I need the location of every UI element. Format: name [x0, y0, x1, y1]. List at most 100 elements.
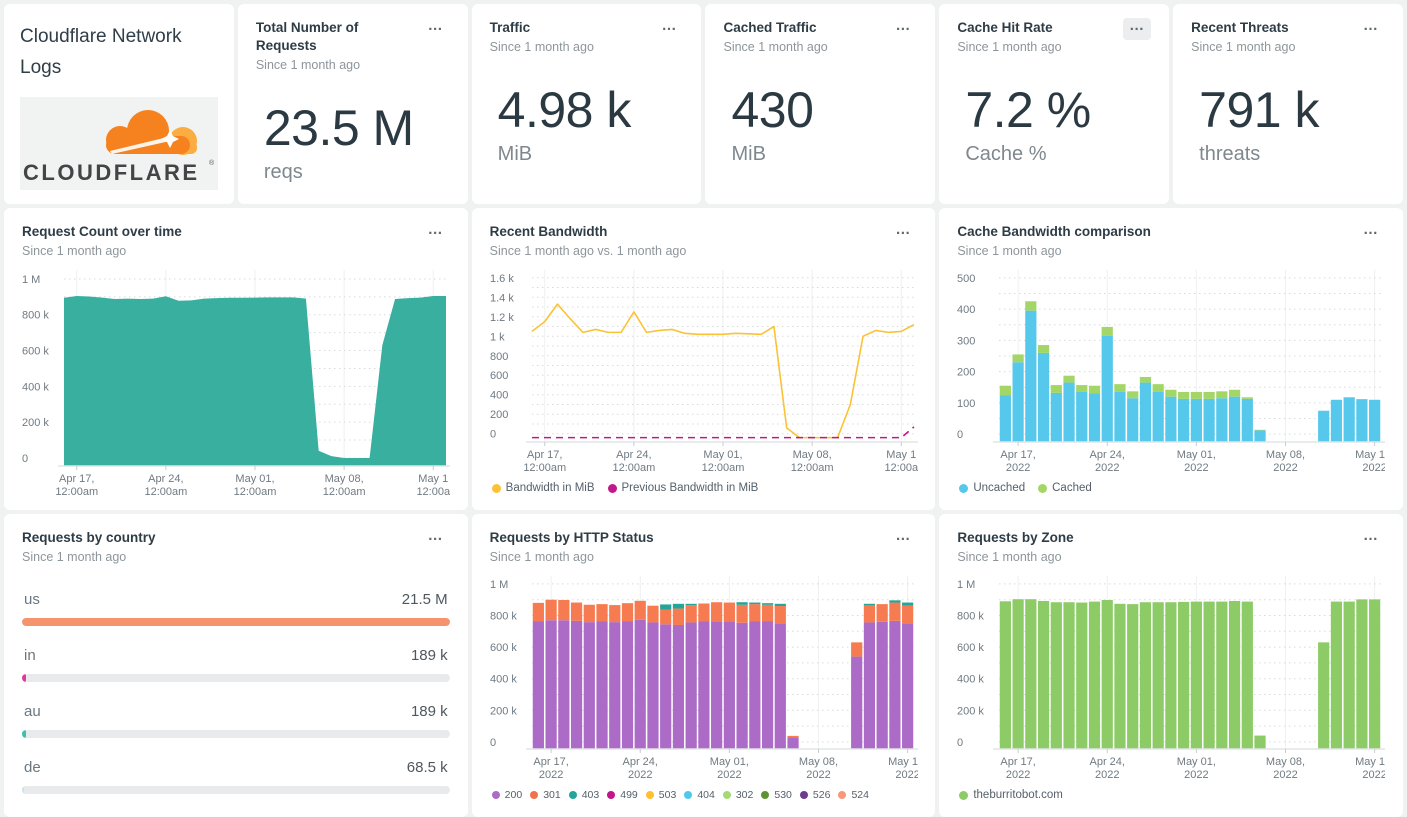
bar-segment-Cached [1203, 392, 1216, 400]
bar-segment-Cached [1242, 397, 1254, 400]
line-series-Bandwidth in MiB [531, 303, 915, 439]
bar-segment-301 [659, 610, 671, 625]
svg-text:12:00a: 12:00a [884, 462, 918, 474]
bar-segment-200 [761, 621, 773, 750]
bar-segment-theburritobot.com [1101, 600, 1114, 750]
country-bar-fill [22, 618, 450, 627]
bar-segment-theburritobot.com [1254, 735, 1266, 750]
panel-menu-button[interactable]: … [661, 17, 678, 34]
legend-item-530[interactable]: 530 [761, 789, 792, 801]
svg-text:0: 0 [490, 737, 496, 749]
panel-title: Requests by HTTP Status [489, 530, 654, 545]
bar-segment-301 [710, 602, 722, 622]
bar-segment-theburritobot.com [1051, 602, 1063, 750]
legend-item-301[interactable]: 301 [530, 789, 561, 801]
legend-item-503[interactable]: 503 [645, 789, 676, 801]
svg-text:Apr 24,: Apr 24, [616, 449, 651, 461]
bar-segment-301 [621, 603, 633, 622]
legend-dot [959, 483, 969, 493]
stat-value: 791 k [1199, 82, 1319, 139]
bar-segment-Uncached [1356, 399, 1368, 443]
legend-item-200[interactable]: 200 [491, 789, 522, 801]
legend-item-Uncached[interactable]: Uncached [959, 482, 1025, 494]
bar-segment-Cached [1191, 392, 1203, 400]
bar-segment-200 [583, 622, 595, 750]
bar-segment-Uncached [1140, 382, 1152, 443]
legend-item-403[interactable]: 403 [568, 789, 600, 801]
panel-menu-button[interactable]: … [895, 527, 912, 544]
bar-segment-theburritobot.com [1063, 602, 1075, 750]
panel-menu-button[interactable]: … [895, 221, 912, 238]
legend-dot [722, 791, 731, 799]
charts-row-2: Requests by country Since 1 month ago … … [4, 514, 1403, 817]
bar-segment-theburritobot.com [1076, 602, 1088, 750]
svg-text:400: 400 [490, 390, 508, 402]
legend-item-Cached[interactable]: Cached [1038, 482, 1092, 494]
svg-text:12:00am: 12:00am [701, 462, 744, 474]
svg-text:Apr 24,: Apr 24, [1090, 756, 1125, 768]
panel-subtitle: Since 1 month ago [957, 40, 1062, 55]
cache-bandwidth-legend: Uncached Cached [957, 476, 1385, 500]
panel-menu-button[interactable]: … [1362, 17, 1379, 34]
panel-menu-button[interactable]: … [1362, 527, 1379, 544]
bar-segment-theburritobot.com [1165, 602, 1177, 750]
svg-text:2022: 2022 [1274, 769, 1298, 781]
panel-cached-traffic: Cached Traffic Since 1 month ago … 430 M… [705, 4, 936, 204]
bar-segment-theburritobot.com [1038, 601, 1050, 750]
bar-segment-200 [647, 622, 659, 750]
country-row-us: us 21.5 M [22, 591, 450, 627]
svg-text:May 01,: May 01, [235, 473, 274, 485]
bar-segment-200 [697, 621, 710, 750]
bar-segment-Cached [1152, 384, 1165, 393]
stat-unit: MiB [731, 143, 766, 166]
request-count-chart: 1 M 800 k 600 k 400 k 200 k 0 Apr 17, 12:00am Ap… [22, 262, 450, 500]
panel-menu-button[interactable]: … [895, 17, 912, 34]
legend-item-524[interactable]: 524 [838, 789, 869, 801]
zone-legend: theburritobot.com [957, 783, 1385, 807]
bar-segment-Cached [1254, 430, 1266, 431]
panel-menu-button[interactable]: … [427, 17, 444, 34]
legend-item-theburritobot.com[interactable]: theburritobot.com [959, 789, 1063, 801]
panel-subtitle: Since 1 month ago [255, 58, 361, 73]
panel-title: Cache Hit Rate [957, 20, 1053, 35]
svg-text:May 1: May 1 [886, 449, 916, 461]
legend-item-499[interactable]: 499 [607, 789, 638, 801]
bar-segment-200 [634, 619, 646, 750]
svg-text:800 k: 800 k [490, 611, 517, 623]
svg-text:1 k: 1 k [490, 331, 505, 343]
legend-label: 403 [581, 789, 600, 801]
legend-label: Cached [1052, 482, 1092, 494]
svg-text:May 08,: May 08, [1266, 449, 1305, 461]
legend-label: theburritobot.com [973, 789, 1063, 801]
bar-segment-theburritobot.com [1127, 604, 1139, 750]
panel-menu-button[interactable]: … [1123, 18, 1152, 40]
svg-text:Apr 17,: Apr 17, [1001, 449, 1036, 461]
panel-requests-by-http-status: Requests by HTTP Status Since 1 month ag… [471, 514, 936, 817]
bar-segment-Uncached [1012, 362, 1025, 443]
legend-item-526[interactable]: 526 [799, 789, 831, 801]
panel-menu-button[interactable]: … [427, 221, 444, 238]
svg-text:May 15,: May 15, [1355, 756, 1385, 768]
legend-item-Bandwidth in MiB[interactable]: Bandwidth in MiB [491, 482, 595, 494]
legend-item-302[interactable]: 302 [722, 789, 753, 801]
bar-segment-301 [532, 603, 544, 622]
bar-segment-200 [596, 621, 608, 750]
legend-label: 526 [812, 789, 831, 801]
svg-text:0: 0 [957, 737, 963, 749]
bar-segment-Cached [1165, 389, 1177, 397]
country-bar-track [22, 786, 450, 795]
panel-menu-button[interactable]: … [1362, 221, 1379, 238]
bar-segment-200 [545, 620, 557, 750]
bar-segment-301 [557, 600, 570, 621]
legend-item-Previous Bandwidth in MiB[interactable]: Previous Bandwidth in MiB [607, 482, 758, 494]
svg-text:300: 300 [957, 336, 975, 348]
panel-menu-button[interactable]: … [427, 527, 444, 544]
bar-segment-200 [621, 621, 633, 750]
legend-item-404[interactable]: 404 [684, 789, 715, 801]
cache-bandwidth-chart: 500 400 300 200 100 0 Apr 17, 2022 Apr 24, 2022 Ma… [957, 262, 1386, 476]
panel-subtitle: Since 1 month ago [957, 550, 1062, 565]
